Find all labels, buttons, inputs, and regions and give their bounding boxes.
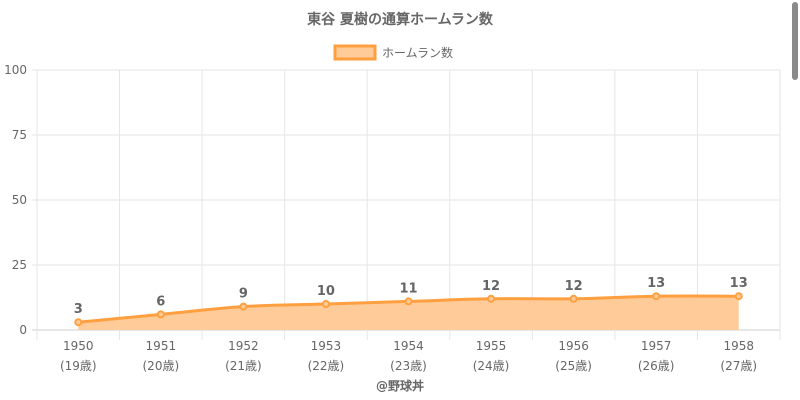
x-tick-label: 1950 bbox=[63, 339, 94, 353]
x-tick-sublabel: (24歳) bbox=[473, 359, 510, 373]
chart-title: 東谷 夏樹の通算ホームラン数 bbox=[307, 11, 494, 28]
x-tick-label: 1953 bbox=[311, 339, 342, 353]
data-point[interactable] bbox=[321, 300, 330, 308]
legend-label[interactable]: ホームラン数 bbox=[382, 45, 453, 60]
x-tick-label: 1954 bbox=[393, 339, 424, 353]
data-point[interactable] bbox=[734, 292, 743, 301]
x-tick-sublabel: (25歳) bbox=[555, 359, 592, 373]
x-tick-label: 1958 bbox=[723, 339, 754, 353]
data-label: 3 bbox=[74, 302, 83, 317]
x-tick-sublabel: (19歳) bbox=[60, 359, 97, 373]
data-label: 9 bbox=[239, 287, 248, 302]
data-point[interactable] bbox=[487, 294, 496, 303]
data-label: 13 bbox=[647, 276, 665, 291]
scrollbar[interactable] bbox=[792, 2, 798, 80]
x-tick-label: 1957 bbox=[641, 339, 672, 353]
data-label: 13 bbox=[730, 276, 748, 291]
x-tick-sublabel: (22歳) bbox=[308, 359, 345, 373]
x-tick-label: 1952 bbox=[228, 339, 259, 353]
y-tick-label: 0 bbox=[19, 323, 27, 337]
x-tick-sublabel: (21歳) bbox=[225, 359, 262, 373]
data-label: 12 bbox=[482, 279, 500, 294]
credit: @野球丼 bbox=[376, 378, 424, 393]
x-tick-sublabel: (20歳) bbox=[143, 359, 180, 373]
data-label: 6 bbox=[156, 294, 165, 309]
y-tick-label: 100 bbox=[4, 63, 27, 77]
x-tick-sublabel: (23歳) bbox=[390, 359, 427, 373]
x-tick-sublabel: (26歳) bbox=[638, 359, 675, 373]
data-label: 12 bbox=[565, 279, 583, 294]
legend-swatch[interactable] bbox=[333, 44, 377, 61]
data-point[interactable] bbox=[239, 302, 248, 311]
y-tick-label: 75 bbox=[12, 128, 27, 142]
data-point[interactable] bbox=[569, 294, 578, 303]
data-label: 11 bbox=[399, 281, 417, 296]
y-tick-label: 25 bbox=[12, 258, 27, 272]
data-point[interactable] bbox=[652, 292, 661, 301]
data-point[interactable] bbox=[404, 297, 413, 306]
area-fill bbox=[78, 295, 739, 330]
data-label: 10 bbox=[317, 284, 335, 299]
x-tick-label: 1956 bbox=[558, 339, 589, 353]
data-point[interactable] bbox=[156, 310, 165, 319]
x-tick-label: 1955 bbox=[476, 339, 507, 353]
data-point[interactable] bbox=[74, 318, 83, 327]
x-tick-sublabel: (27歳) bbox=[720, 359, 757, 373]
x-tick-label: 1951 bbox=[146, 339, 177, 353]
y-tick-label: 50 bbox=[12, 193, 27, 207]
